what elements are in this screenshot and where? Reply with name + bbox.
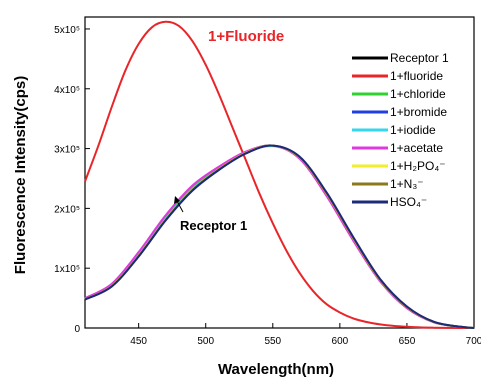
y-axis-title: Fluorescence Intensity(cps) [12,76,29,274]
legend-label: 1+acetate [390,141,443,155]
tick-labels: 450 500 550 600 650 700 0 1x10⁵ 2x10⁵ 3x10⁵ 4x10⁵ 5… [54,25,481,347]
legend-label: 1+chloride [390,87,446,101]
annotation-fluoride: 1+Fluoride [208,28,284,45]
arrow-head [174,196,180,204]
legend-label: 1+bromide [390,105,447,119]
x-tick-label: 700 [466,336,481,347]
y-tick-label: 4x10⁵ [54,85,80,96]
legend: Receptor 1 1+fluoride 1+chloride 1+bromide 1… [352,51,449,209]
legend-label: 1+iodide [390,123,436,137]
annotations: 1+Fluoride Receptor 1 [174,28,284,233]
legend-label: 1+N₃⁻ [390,177,424,191]
y-tick-label: 1x10⁵ [54,264,80,275]
annotation-receptor: Receptor 1 [180,218,247,233]
legend-label: HSO₄⁻ [390,195,427,209]
y-tick-label: 0 [74,324,80,335]
series-lines [84,20,475,329]
series-line [84,144,475,329]
x-axis-title: Wavelength(nm) [218,361,334,378]
annotation-arrow [176,200,184,213]
x-tick-label: 450 [130,336,147,347]
y-tick-label: 5x10⁵ [54,25,80,36]
x-tick-label: 500 [197,336,214,347]
plot-frame [84,16,475,329]
x-tick-label: 550 [264,336,281,347]
legend-label: 1+H₂PO₄⁻ [390,159,446,173]
x-tick-label: 650 [399,336,416,347]
x-tick-label: 600 [332,336,349,347]
series-line [84,20,475,329]
y-tick-label: 3x10⁵ [54,145,80,156]
axes [84,16,475,329]
legend-label: Receptor 1 [390,51,449,65]
y-tick-label: 2x10⁵ [54,204,80,215]
legend-label: 1+fluoride [390,69,443,83]
